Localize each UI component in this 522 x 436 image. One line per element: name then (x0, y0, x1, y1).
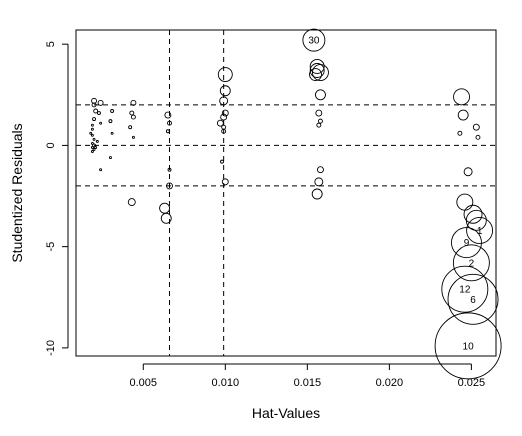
data-point (90, 150, 94, 153)
data-point (220, 113, 228, 121)
x-tick-label: 0.025 (458, 377, 486, 389)
data-point (130, 114, 136, 120)
data-point (457, 109, 469, 121)
data-point (167, 167, 172, 172)
data-point (221, 109, 229, 117)
data-point (315, 89, 326, 101)
data-point (221, 178, 229, 186)
data-point (95, 139, 99, 143)
data-point (441, 265, 489, 313)
data-point (89, 131, 93, 135)
data-point (92, 137, 96, 141)
data-point (466, 217, 494, 244)
data-point (456, 193, 474, 211)
data-point (475, 134, 481, 140)
data-point (91, 97, 97, 104)
point-label: 6 (470, 295, 476, 306)
point-label: 12 (459, 285, 471, 296)
data-point (447, 273, 499, 325)
data-point (160, 212, 172, 224)
data-point (312, 64, 329, 81)
plot-frame (75, 29, 497, 357)
data-point (166, 182, 173, 190)
data-point (108, 119, 113, 124)
data-point (453, 88, 470, 106)
data-point (91, 102, 97, 108)
y-tick-label: 0 (45, 142, 57, 148)
x-tick-label: 0.020 (376, 377, 404, 389)
data-point (90, 127, 94, 131)
data-point (159, 202, 171, 214)
y-axis-label: Studentized Residuals (9, 123, 25, 262)
data-point (97, 99, 104, 106)
gridlines (76, 30, 496, 356)
data-point (97, 111, 101, 115)
data-point (219, 96, 229, 106)
y-axis: 5 0 -5 -10 (45, 41, 69, 356)
point-label: 2 (469, 258, 475, 269)
data-point (465, 209, 487, 231)
data-point (463, 167, 473, 177)
data-point (92, 143, 96, 148)
data-point (316, 122, 322, 128)
data-point (472, 123, 480, 131)
data-point (131, 135, 135, 139)
data-point (221, 124, 227, 130)
point-label: 1 (477, 226, 483, 237)
data-point (217, 67, 233, 82)
points (89, 28, 502, 380)
data-point (452, 244, 490, 282)
data-point (302, 28, 326, 52)
data-point (129, 110, 135, 116)
point-label: 10 (463, 341, 475, 352)
data-point (90, 133, 94, 137)
data-point (99, 121, 103, 125)
data-point (317, 166, 324, 174)
data-point (219, 85, 231, 97)
data-point (110, 109, 115, 113)
data-point (457, 130, 463, 136)
data-point (216, 119, 224, 127)
data-point (99, 168, 103, 172)
data-point (314, 177, 324, 187)
data-point (309, 63, 325, 78)
data-point (130, 99, 137, 106)
x-tick-label: 0.005 (130, 377, 158, 389)
y-tick-label: -5 (45, 242, 57, 252)
data-point (92, 148, 96, 151)
data-point (164, 111, 172, 119)
data-point (110, 131, 114, 135)
point-label: 30 (308, 36, 320, 47)
x-tick-label: 0.010 (212, 377, 240, 389)
data-point (90, 123, 94, 127)
data-point (94, 145, 98, 149)
data-point (165, 129, 170, 134)
data-point (309, 58, 325, 74)
data-point (463, 204, 483, 224)
data-point (318, 118, 323, 124)
data-point (315, 109, 323, 117)
data-point (311, 188, 323, 200)
point-label: 9 (464, 238, 470, 249)
x-tick-label: 0.015 (294, 377, 322, 389)
data-point (221, 128, 227, 134)
data-point (451, 227, 482, 259)
x-axis-label: Hat-Values (252, 405, 320, 421)
data-point (109, 156, 112, 160)
point-labels: 30 19 2 126 10 (308, 36, 482, 353)
y-tick-label: 5 (45, 41, 57, 47)
data-point (128, 125, 133, 130)
data-point (92, 117, 96, 122)
data-point (434, 312, 502, 380)
data-point (167, 120, 172, 126)
data-point (93, 108, 99, 114)
data-point (309, 68, 322, 81)
y-tick-label: -10 (45, 340, 57, 356)
data-point (90, 145, 94, 149)
data-point (127, 198, 136, 207)
x-axis: 0.005 0.010 0.015 0.020 0.025 (130, 363, 486, 389)
data-point (220, 159, 224, 164)
